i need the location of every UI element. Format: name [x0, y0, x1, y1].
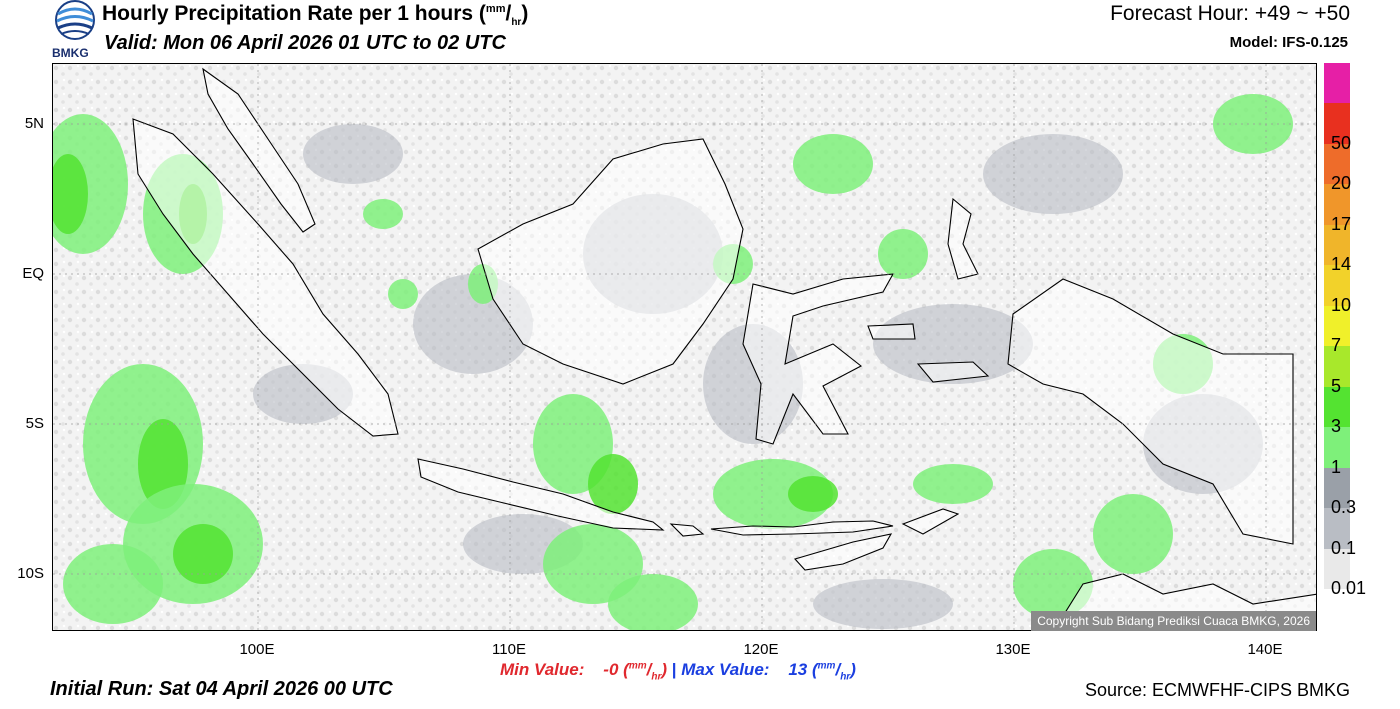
lon-label-100e: 100E	[239, 641, 275, 658]
precip-area	[543, 524, 643, 604]
precip-area	[608, 574, 698, 630]
min-max-values: Min Value: -0 (mm/hr) | Max Value: 13 (m…	[500, 660, 856, 682]
legend-swatch	[1324, 508, 1350, 549]
legend-level-label: 20	[1331, 173, 1352, 194]
legend-swatch	[1324, 346, 1350, 387]
precip-area	[173, 524, 233, 584]
legend-swatch	[1324, 265, 1350, 306]
logo-text: BMKG	[52, 46, 89, 60]
grid-lines	[53, 64, 1316, 630]
legend-swatch	[1324, 224, 1350, 266]
light-precip-area	[983, 134, 1123, 214]
legend-level-label: 50	[1331, 132, 1352, 153]
precipitation-map	[52, 63, 1317, 631]
lon-label-130e: 130E	[995, 641, 1031, 658]
forecast-hour: Forecast Hour: +49 ~ +50	[1110, 2, 1350, 25]
legend-level-label: 1	[1331, 456, 1342, 477]
valid-time: Valid: Mon 06 April 2026 01 UTC to 02 UT…	[104, 32, 506, 54]
light-precip-area	[303, 124, 403, 184]
copyright-notice: Copyright Sub Bidang Prediksi Cuaca BMKG…	[1031, 611, 1316, 631]
legend-level-label: 5	[1331, 375, 1342, 396]
precip-area	[588, 454, 638, 514]
legend-level-label: 14	[1331, 254, 1352, 275]
max-label: Max Value:	[681, 660, 770, 679]
legend-level-label: 7	[1331, 335, 1342, 356]
initial-run: Initial Run: Sat 04 April 2026 00 UTC	[50, 678, 393, 700]
model-name: Model: IFS-0.125	[1229, 34, 1348, 51]
lat-label-eq: EQ	[22, 265, 44, 282]
precip-area	[913, 464, 993, 504]
color-legend	[1324, 63, 1350, 589]
legend-swatch	[1324, 103, 1350, 144]
lat-label-10s: 10S	[17, 565, 44, 582]
land-outlines	[132, 67, 1316, 630]
lon-label-140e: 140E	[1247, 641, 1283, 658]
map-title: Hourly Precipitation Rate per 1 hours (m…	[102, 2, 529, 29]
legend-swatch	[1324, 467, 1350, 509]
precip-area	[63, 544, 163, 624]
min-value: -0 (mm/hr)	[603, 660, 668, 683]
lat-label-5s: 5S	[25, 415, 44, 432]
legend-level-label: 0.1	[1331, 537, 1357, 558]
legend-level-label: 0.01	[1331, 578, 1367, 598]
bmkg-logo	[55, 0, 95, 40]
max-value: 13 (mm/hr)	[788, 660, 856, 683]
legend-swatch	[1324, 548, 1350, 589]
lon-label-110e: 110E	[492, 641, 526, 658]
lon-label-120e: 120E	[743, 641, 779, 658]
precip-area	[878, 229, 928, 279]
precip-area	[388, 279, 418, 309]
map-canvas	[53, 64, 1316, 630]
value-separator: |	[671, 660, 677, 679]
precip-area	[1093, 494, 1173, 574]
legend-swatch	[1324, 386, 1350, 428]
precip-area	[793, 134, 873, 194]
precip-area	[53, 154, 88, 234]
precip-area	[788, 476, 838, 512]
data-source: Source: ECMWFHF-CIPS BMKG	[1084, 680, 1350, 700]
legend-swatch	[1324, 305, 1350, 347]
lat-label-5n: 5N	[24, 115, 44, 132]
precip-area	[363, 199, 403, 229]
legend-swatch	[1324, 63, 1350, 104]
min-label: Min Value:	[500, 660, 585, 679]
legend-swatch	[1324, 143, 1350, 185]
precip-area	[713, 459, 833, 529]
legend-swatch	[1324, 427, 1350, 468]
legend-level-label: 17	[1331, 213, 1352, 234]
legend-level-label: 3	[1331, 416, 1342, 437]
light-precip-area	[813, 579, 953, 629]
legend-level-label: 10	[1331, 294, 1352, 315]
legend-level-label: 0.3	[1331, 497, 1357, 518]
legend-swatch	[1324, 184, 1350, 225]
